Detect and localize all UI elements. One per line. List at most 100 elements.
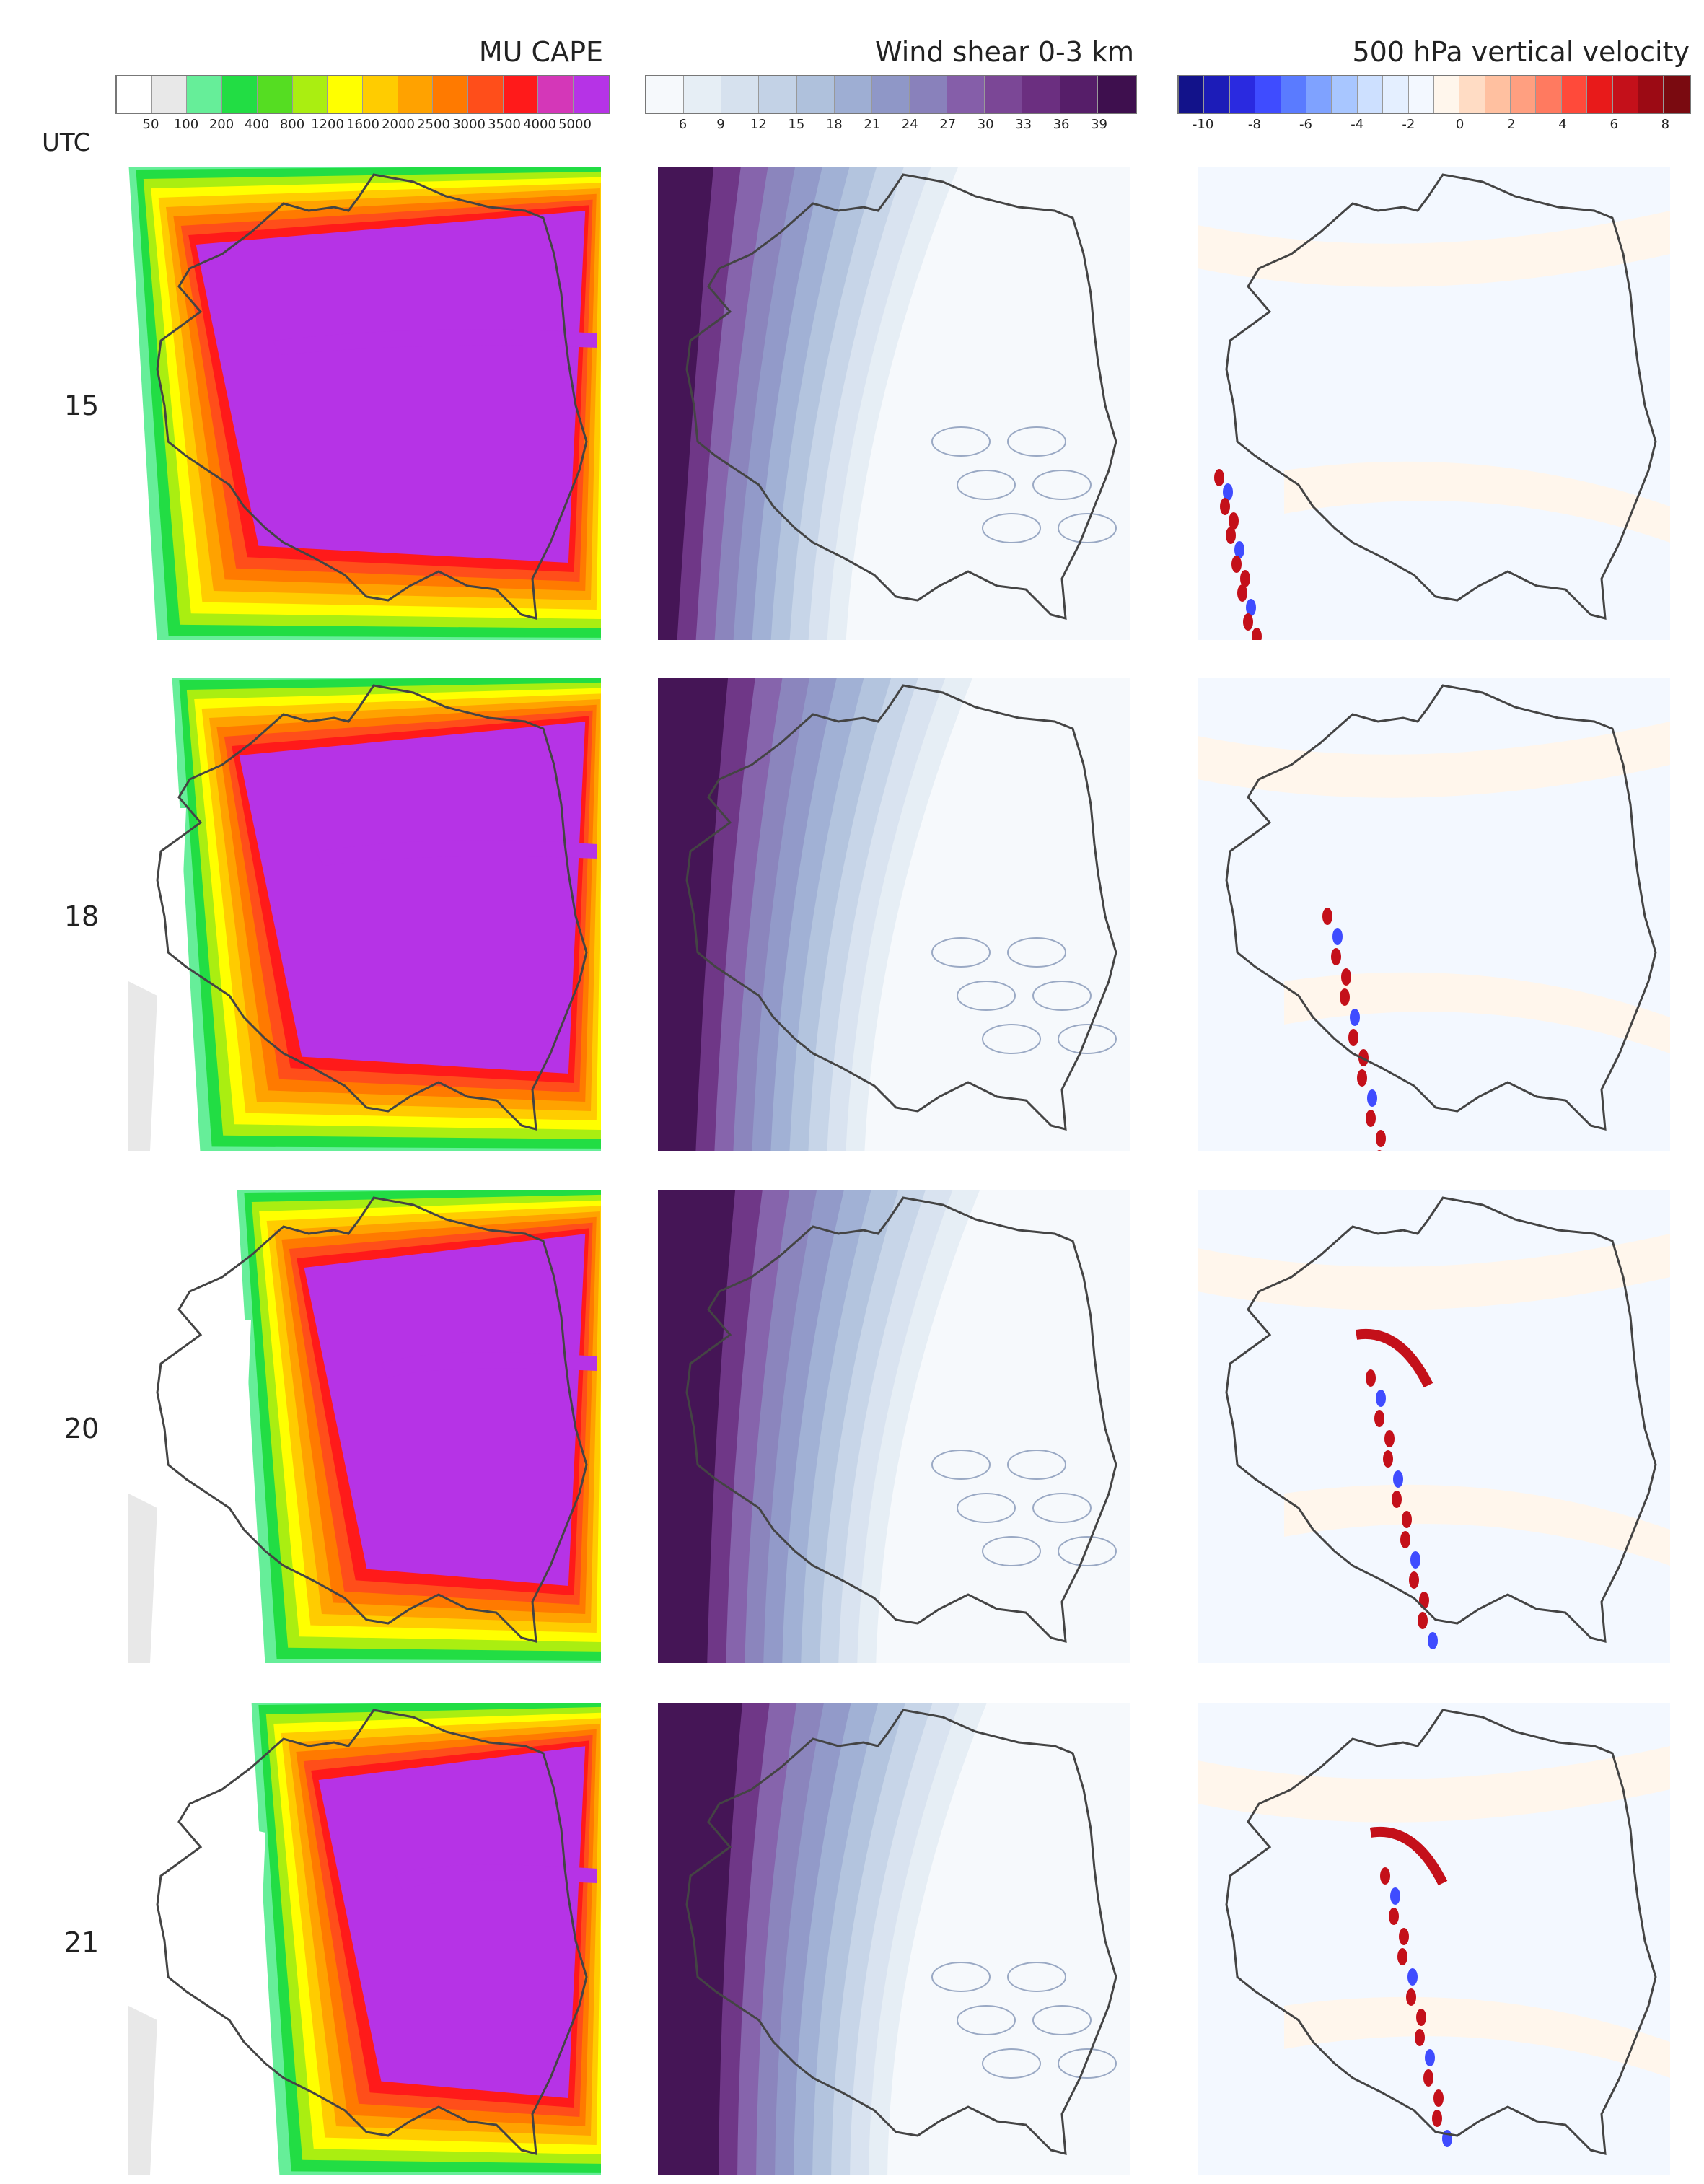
vv-updraft-cell xyxy=(1357,1069,1367,1087)
country-border xyxy=(1225,1196,1657,1643)
vv-updraft-cell xyxy=(1389,1908,1399,1925)
colorbar-swatch xyxy=(834,76,872,113)
colorbar-swatch xyxy=(1638,76,1664,113)
vv-updraft-cell xyxy=(1400,1531,1410,1548)
colorbar-swatch xyxy=(909,76,948,113)
shear-contour-line xyxy=(982,1536,1041,1566)
vv-updraft-cell xyxy=(1383,1450,1393,1468)
colorbar-swatch xyxy=(1229,76,1256,113)
colorbar-swatch xyxy=(1357,76,1384,113)
country-border xyxy=(685,173,1117,620)
colorbar-tick-label: 6 xyxy=(1609,117,1618,132)
colorbar-tick-label: 2000 xyxy=(382,117,415,132)
colorbar-swatch xyxy=(1060,76,1098,113)
cape-contour-band xyxy=(239,722,586,1074)
cape-max-streak xyxy=(395,1864,597,1890)
shear-contour-line xyxy=(982,1024,1041,1054)
colorbar-swatch xyxy=(759,76,797,113)
colorbar-swatch xyxy=(151,76,188,113)
vv-updraft-cell xyxy=(1234,541,1244,558)
vv-updraft-cell xyxy=(1399,1928,1409,1945)
vv-updraft-cell xyxy=(1376,1130,1386,1147)
vv-updraft-cell xyxy=(1418,1612,1428,1629)
vv-updraft-cell xyxy=(1407,1968,1418,1986)
cape-max-streak xyxy=(316,840,597,866)
colorbar-tick-label: 4000 xyxy=(523,117,556,132)
colorbar-tick-label: 33 xyxy=(1015,117,1032,132)
colorbar-tick-label: 4 xyxy=(1558,117,1567,132)
colorbar-tick-label: 30 xyxy=(977,117,994,132)
shear-title: Wind shear 0-3 km xyxy=(875,36,1134,68)
shear-contour-line xyxy=(931,426,991,457)
colorbar-swatch xyxy=(947,76,985,113)
cape-low-area xyxy=(128,2006,157,2175)
shear-contour-line xyxy=(931,1962,991,1992)
cape-low-area xyxy=(128,981,157,1151)
colorbar-tick-label: 200 xyxy=(208,117,234,132)
colorbar-tick-label: 12 xyxy=(750,117,767,132)
shear-contour-line xyxy=(957,2005,1016,2035)
colorbar-swatch xyxy=(796,76,835,113)
cape-map-panel xyxy=(128,1703,601,2175)
vv-updraft-cell xyxy=(1237,584,1247,602)
vv-map-panel xyxy=(1198,1703,1670,2175)
vv-updraft-cell xyxy=(1376,1390,1386,1407)
colorbar-tick-label: 50 xyxy=(142,117,159,132)
shear-map-panel xyxy=(658,1703,1130,2175)
vv-updraft-cell xyxy=(1243,613,1253,631)
shear-map-panel xyxy=(658,678,1130,1151)
colorbar-swatch xyxy=(117,76,152,113)
vv-updraft-cell xyxy=(1231,556,1242,573)
vv-updraft-cell xyxy=(1226,527,1236,544)
colorbar-swatch xyxy=(1485,76,1511,113)
colorbar-tick-label: -2 xyxy=(1402,117,1415,132)
row-label-utc: 20 xyxy=(63,1413,100,1444)
colorbar-swatch xyxy=(985,76,1023,113)
colorbar-swatch xyxy=(257,76,293,113)
vv-weak-band xyxy=(1284,461,1670,543)
shear-contour-line xyxy=(1058,1536,1117,1566)
colorbar-tick-label: 6 xyxy=(678,117,688,132)
country-border xyxy=(1225,684,1657,1131)
colorbar-tick-label: 800 xyxy=(279,117,305,132)
vv-updraft-cell xyxy=(1332,928,1343,945)
vv-updraft-cell xyxy=(1410,1551,1420,1569)
cape-colorbar xyxy=(115,75,610,114)
colorbar-tick-label: 3000 xyxy=(452,117,486,132)
colorbar-swatch xyxy=(1459,76,1485,113)
vv-weak-band xyxy=(1284,972,1670,1053)
colorbar-swatch xyxy=(1587,76,1613,113)
shear-contour-line xyxy=(982,2048,1041,2079)
cape-max-streak xyxy=(381,1352,597,1378)
vv-updraft-cell xyxy=(1390,1887,1400,1905)
vv-colorbar xyxy=(1177,75,1691,114)
vv-updraft-cell xyxy=(1223,483,1233,501)
colorbar-tick-label: 9 xyxy=(716,117,725,132)
shear-contour-line xyxy=(1032,470,1092,500)
vv-colorbar-ticks: -10-8-6-4-20246810 xyxy=(1177,117,1691,136)
vv-map-panel xyxy=(1198,678,1670,1151)
shear-contour-line xyxy=(957,1493,1016,1523)
colorbar-tick-label: -6 xyxy=(1299,117,1312,132)
country-border xyxy=(685,684,1117,1131)
colorbar-swatch xyxy=(187,76,223,113)
vv-updraft-cell xyxy=(1428,1632,1438,1649)
country-border xyxy=(156,684,588,1131)
shear-contour-line xyxy=(1032,1493,1092,1523)
shear-contour-band xyxy=(658,167,714,640)
shear-contour-line xyxy=(1058,513,1117,543)
colorbar-tick-label: -10 xyxy=(1192,117,1214,132)
shear-contour-line xyxy=(1032,981,1092,1011)
vv-updraft-cell xyxy=(1366,1369,1376,1387)
vv-updraft-cell xyxy=(1425,2049,1435,2066)
shear-contour-line xyxy=(1007,1962,1066,1992)
vv-updraft-cell xyxy=(1246,599,1256,616)
colorbar-swatch xyxy=(1332,76,1358,113)
colorbar-swatch xyxy=(1097,76,1136,113)
vv-updraft-cell xyxy=(1415,2029,1425,2046)
colorbar-swatch xyxy=(503,76,539,113)
colorbar-tick-label: 15 xyxy=(788,117,805,132)
vv-updraft-cell xyxy=(1419,1592,1429,1609)
vv-updraft-cell xyxy=(1377,1150,1382,1151)
cape-map-panel xyxy=(128,678,601,1151)
